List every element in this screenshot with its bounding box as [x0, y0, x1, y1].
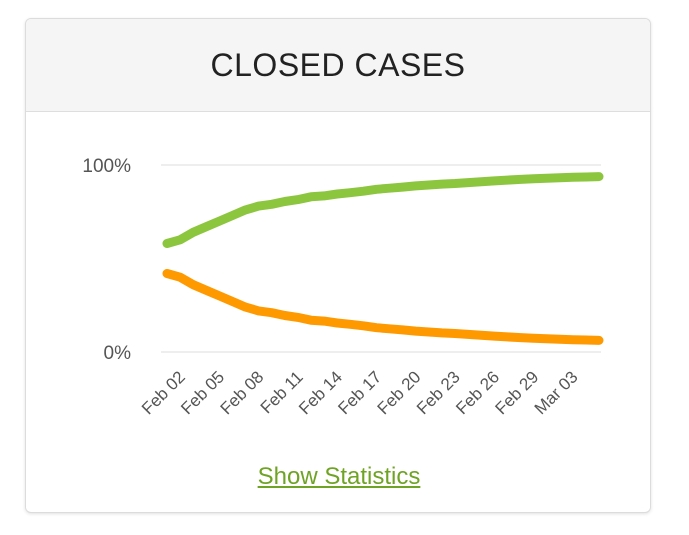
- x-tick-label: Feb 14: [295, 367, 346, 418]
- closed-cases-card: CLOSED CASES 100% 0% Feb 02 Feb 05 Feb 08 Feb…: [25, 18, 651, 513]
- series-line-0: [162, 172, 604, 248]
- x-tick-label: Feb 29: [492, 367, 543, 418]
- card-title: CLOSED CASES: [210, 46, 466, 83]
- x-tick-label: Feb 08: [217, 367, 268, 418]
- show-statistics-link[interactable]: Show Statistics: [257, 463, 421, 490]
- card-header: CLOSED CASES: [26, 19, 650, 112]
- x-tick-label: Feb 17: [334, 367, 385, 418]
- y-tick-label: 100%: [82, 156, 131, 177]
- x-tick-label: Feb 26: [452, 367, 503, 418]
- x-tick-label: Feb 05: [177, 367, 228, 418]
- y-tick-label: 0%: [104, 343, 132, 364]
- closed-cases-chart: 100% 0% Feb 02 Feb 05 Feb 08 Feb 11 Feb 14 Feb …: [26, 112, 650, 442]
- x-tick-label: Feb 02: [138, 367, 189, 418]
- x-tick-label: Mar 03: [531, 367, 582, 418]
- x-tick-label: Feb 20: [374, 367, 425, 418]
- x-tick-label: Feb 23: [413, 367, 464, 418]
- series-line-1: [162, 269, 604, 345]
